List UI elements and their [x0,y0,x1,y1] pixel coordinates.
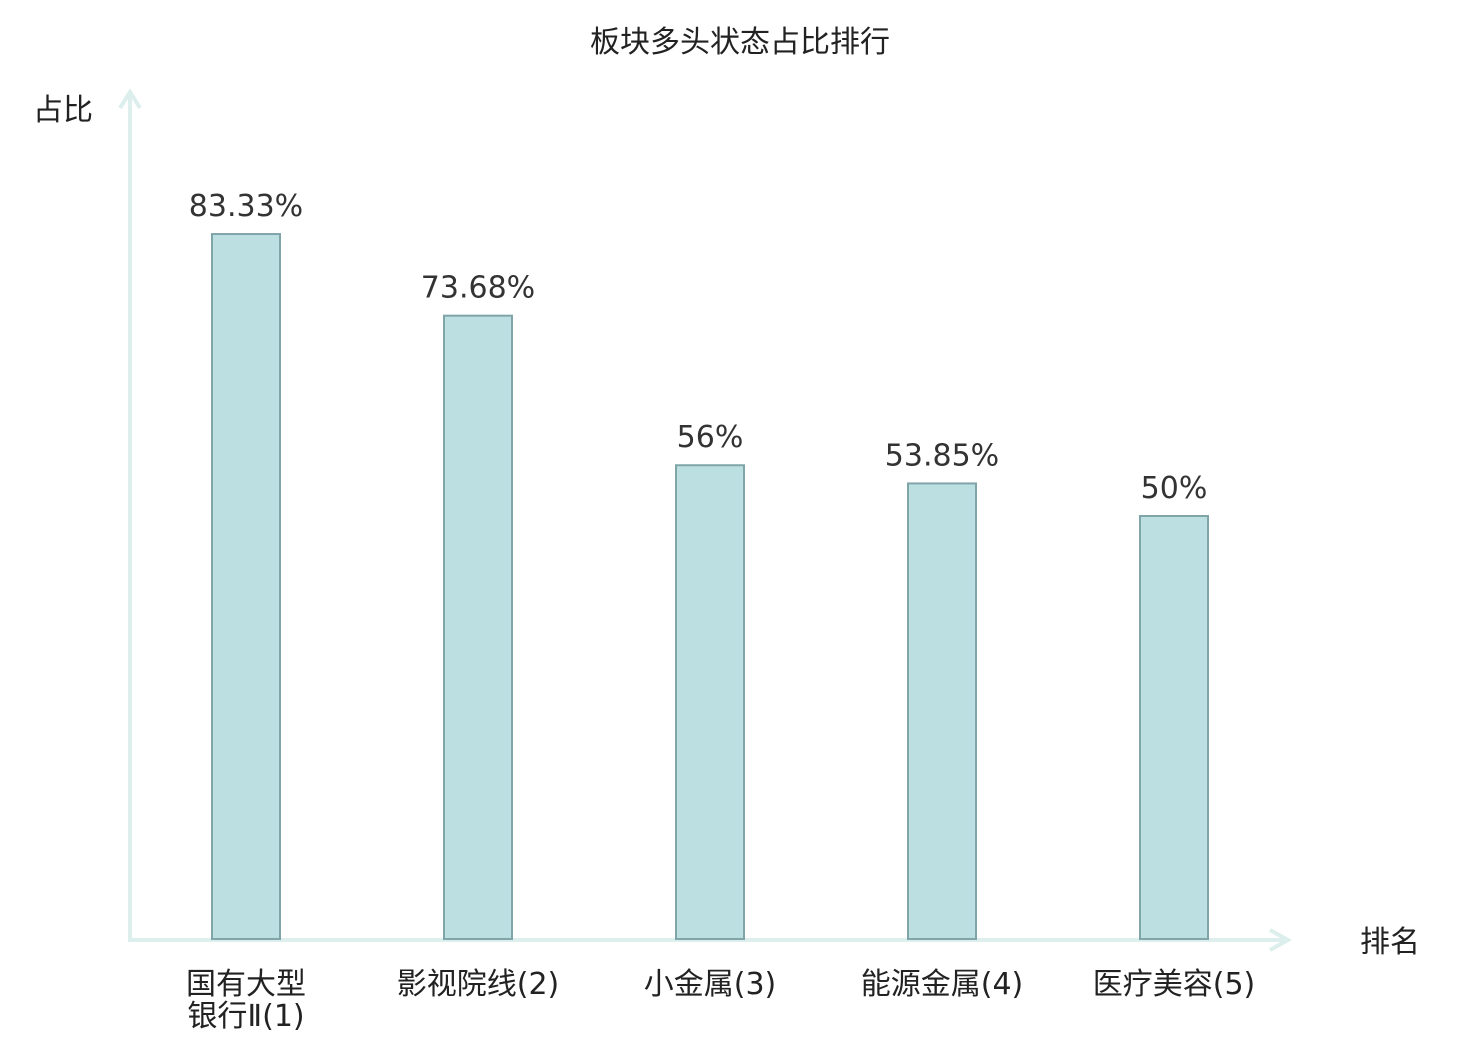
bar [907,482,977,940]
x-axis-title: 排名 [1360,925,1420,960]
value-label: 56% [677,420,744,455]
bar [1139,515,1209,940]
bar [211,233,281,940]
bars-group [211,233,1209,941]
category-label: 小金属(3) [644,967,777,1002]
category-label: 能源金属(4) [861,967,1024,1002]
value-labels-group: 83.33% 73.68% 56% 53.85% 50% [189,189,1208,506]
category-label: 医疗美容(5) [1093,967,1256,1002]
category-label: 国有大型 [186,967,306,1002]
bar [443,314,513,941]
category-label: 银行Ⅱ(1) [187,999,304,1034]
value-label: 83.33% [189,189,303,224]
category-label: 影视院线(2) [397,967,560,1002]
y-axis-title: 占比 [33,93,93,128]
chart-title: 板块多头状态占比排行 [590,25,890,60]
y-axis-arrow-icon [118,88,142,110]
value-label: 50% [1141,471,1208,506]
x-axis-arrow-icon [1269,928,1293,952]
bar [675,464,745,940]
y-axis [118,88,142,940]
value-label: 53.85% [885,438,999,473]
value-label: 73.68% [421,271,535,306]
